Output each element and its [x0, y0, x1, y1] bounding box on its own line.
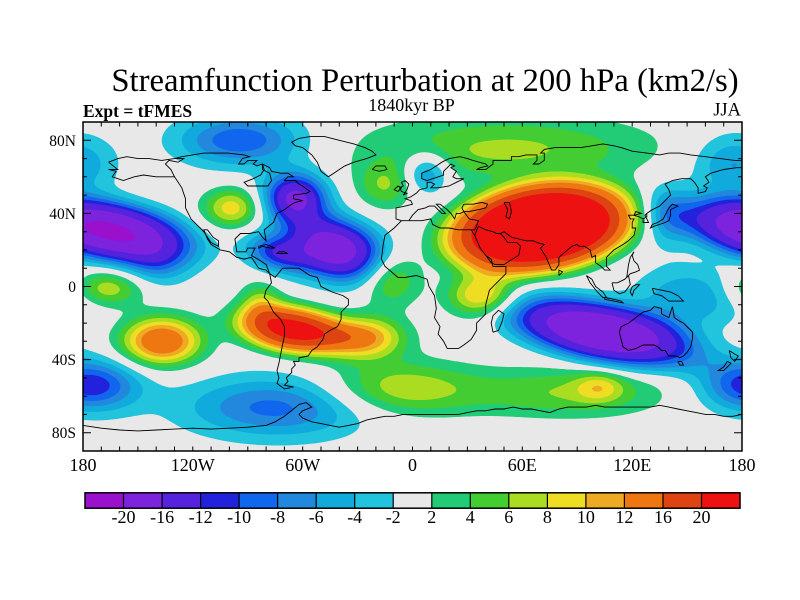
svg-text:120W: 120W — [171, 455, 215, 475]
svg-text:6: 6 — [504, 507, 513, 527]
svg-text:180: 180 — [729, 455, 756, 475]
svg-text:60E: 60E — [508, 455, 537, 475]
svg-text:-16: -16 — [150, 507, 174, 527]
svg-text:16: 16 — [654, 507, 672, 527]
svg-text:80N: 80N — [49, 133, 76, 150]
svg-text:-20: -20 — [112, 507, 136, 527]
svg-text:180: 180 — [70, 455, 97, 475]
svg-text:-8: -8 — [270, 507, 285, 527]
svg-text:60W: 60W — [285, 455, 320, 475]
svg-text:4: 4 — [466, 507, 475, 527]
svg-text:-4: -4 — [347, 507, 362, 527]
svg-text:-10: -10 — [227, 507, 251, 527]
svg-text:10: 10 — [577, 507, 595, 527]
svg-text:-12: -12 — [189, 507, 213, 527]
svg-text:1840kyr BP: 1840kyr BP — [368, 95, 455, 115]
svg-text:40N: 40N — [49, 206, 76, 223]
svg-text:40S: 40S — [52, 352, 76, 369]
svg-text:120E: 120E — [613, 455, 651, 475]
svg-text:Expt = tFMES: Expt = tFMES — [83, 101, 192, 121]
svg-text:12: 12 — [615, 507, 633, 527]
svg-text:80S: 80S — [52, 425, 76, 442]
svg-text:0: 0 — [408, 455, 417, 475]
svg-text:20: 20 — [693, 507, 711, 527]
svg-text:JJA: JJA — [713, 101, 741, 121]
svg-text:0: 0 — [68, 279, 76, 296]
svg-text:-2: -2 — [386, 507, 401, 527]
svg-text:2: 2 — [427, 507, 436, 527]
svg-text:-6: -6 — [309, 507, 324, 527]
svg-text:8: 8 — [543, 507, 552, 527]
svg-text:Streamfunction Perturbation at: Streamfunction Perturbation at 200 hPa (… — [111, 63, 738, 99]
